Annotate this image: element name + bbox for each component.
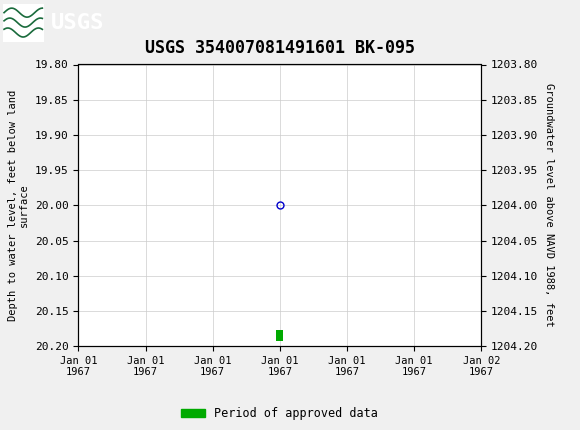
- Y-axis label: Depth to water level, feet below land
surface: Depth to water level, feet below land su…: [8, 90, 29, 321]
- FancyBboxPatch shape: [3, 3, 43, 42]
- Bar: [276, 330, 284, 341]
- Y-axis label: Groundwater level above NAVD 1988, feet: Groundwater level above NAVD 1988, feet: [544, 83, 554, 327]
- Text: USGS: USGS: [51, 12, 104, 33]
- Title: USGS 354007081491601 BK-095: USGS 354007081491601 BK-095: [145, 40, 415, 57]
- Legend: Period of approved data: Period of approved data: [177, 402, 383, 425]
